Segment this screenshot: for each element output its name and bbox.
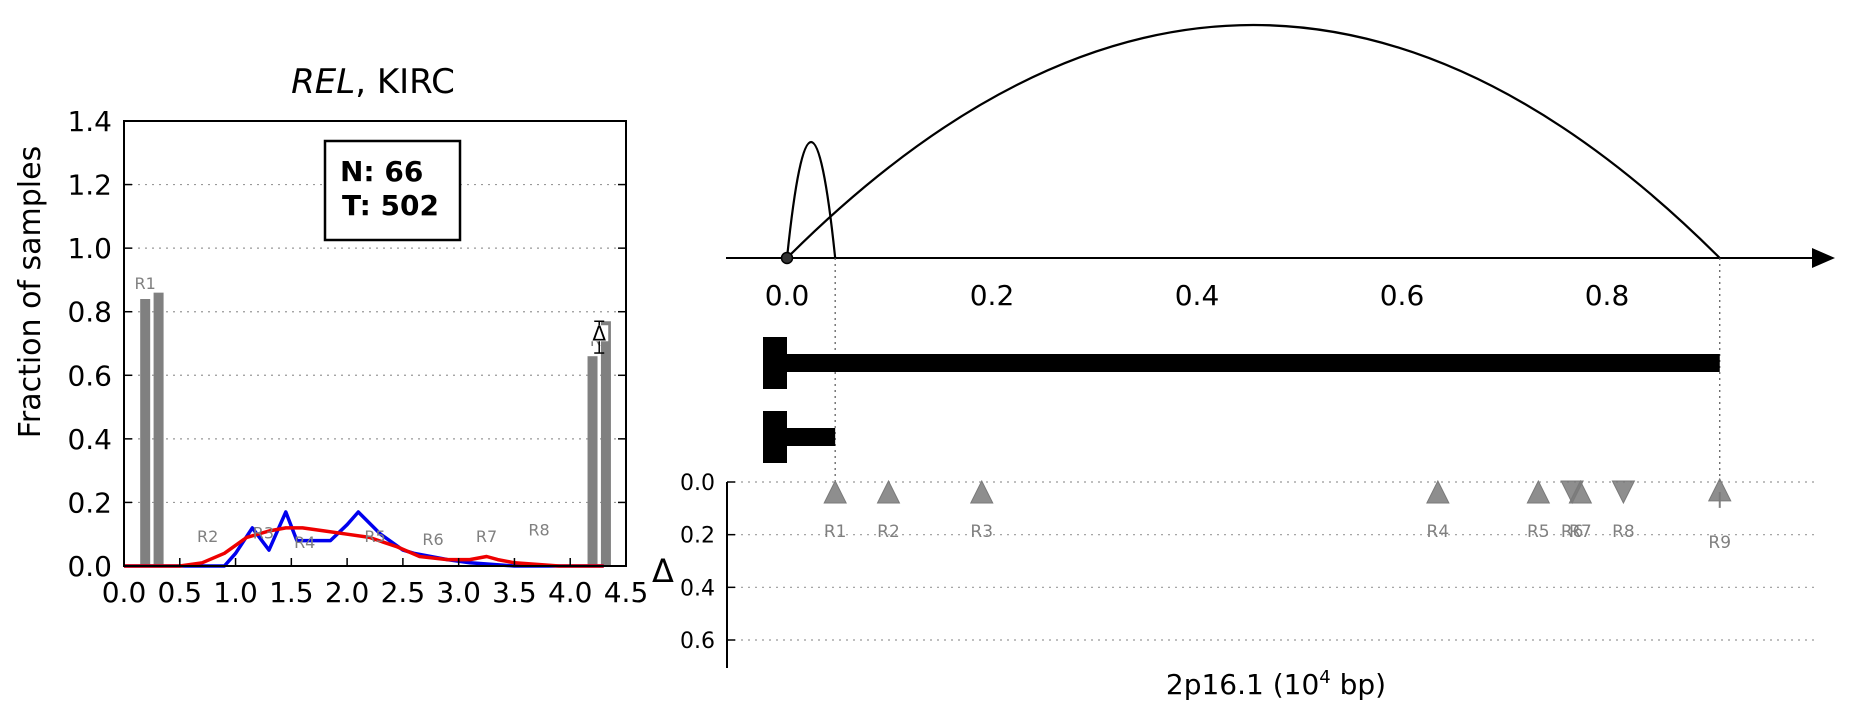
y-axis-label: Fraction of samples	[13, 146, 48, 438]
region-marker	[1568, 479, 1593, 504]
left-y-tick-label: 0.6	[67, 359, 112, 392]
segment-bar	[787, 428, 836, 446]
left-series-line	[124, 526, 604, 568]
genomic-x-tick-label: 0.2	[970, 279, 1015, 312]
left-region-label: R6	[422, 530, 443, 549]
genomic-x-tick-label: 0.0	[765, 279, 810, 312]
genomic-x-ticks: 0.0 0.2 0.4 0.6 0.8	[765, 279, 1630, 312]
region-marker	[1707, 477, 1732, 502]
segment-bar	[787, 354, 1720, 372]
segment-cap	[763, 411, 787, 463]
left-region-label: R7	[476, 527, 497, 546]
region-marker	[1611, 480, 1636, 505]
region-marker	[1426, 479, 1450, 504]
chart-title: REL, KIRC	[291, 62, 455, 102]
left-y-tick-label: 1.0	[67, 232, 112, 265]
left-region-label: R8	[528, 520, 549, 539]
left-x-tick-label: 0.5	[158, 576, 203, 609]
region-marker-label: R4	[1427, 522, 1450, 542]
genomic-x-tick-label: 0.8	[1585, 279, 1630, 312]
region-marker-label: R6	[1561, 522, 1584, 542]
region-marker-label: R2	[877, 522, 900, 542]
delta-y-tick-label: 0.4	[680, 576, 715, 601]
region-marker	[876, 479, 901, 504]
left-bar	[600, 321, 611, 566]
left-x-tick-label: 1.5	[269, 576, 314, 609]
region-marker-label: R9	[1708, 533, 1731, 553]
segment-cap	[763, 337, 787, 389]
normal-count: N: 66	[340, 155, 423, 188]
region-marker-label: R5	[1527, 522, 1550, 542]
region-marker-label: R1	[824, 522, 847, 542]
left-plot-frame	[123, 120, 627, 567]
left-bar-label: R1	[135, 274, 156, 293]
left-y-tick-label: 1.4	[67, 105, 112, 138]
delta-y-ticks: 0.0 0.2 0.4 0.6	[680, 471, 735, 654]
axis-origin-dot	[780, 251, 794, 265]
splice-arc	[786, 24, 1721, 259]
delta-y-tick-label: 0.2	[680, 524, 715, 549]
left-x-tick-label: 4.0	[548, 576, 593, 609]
left-x-ticks: 0.0 0.5 1.0 1.5 2.0 2.5 3.0 3.5 4.0 4.5	[102, 558, 649, 609]
splice-arc	[785, 141, 837, 259]
delta-axis-label: Δ	[652, 552, 674, 590]
left-x-tick-label: 3.5	[492, 576, 537, 609]
left-region-label: R4	[294, 533, 315, 552]
left-region-label: R2	[197, 527, 218, 546]
region-marker	[969, 479, 994, 504]
left-region-labels: R2 R3 R4 R5 R6 R7 R8	[197, 520, 550, 552]
left-x-tick-label: 0.0	[102, 576, 147, 609]
left-y-tick-label: 0.0	[67, 550, 112, 583]
left-bar	[587, 356, 598, 566]
left-series-line	[124, 510, 604, 568]
genomic-x-tick-label: 0.6	[1380, 279, 1425, 312]
left-y-ticks: 0.0 0.2 0.4 0.6 0.8 1.0 1.2 1.4	[67, 105, 626, 583]
splice-arcs	[785, 24, 1721, 259]
segment-bars	[763, 337, 1720, 463]
genomic-x-axis-label: 2p16.1 (104 bp)	[1166, 667, 1386, 701]
left-x-tick-label: 2.0	[325, 576, 370, 609]
left-y-tick-label: 0.4	[67, 423, 112, 456]
left-y-tick-label: 1.2	[67, 169, 112, 202]
region-marker-label: R8	[1612, 522, 1635, 542]
left-region-label: R3	[253, 524, 274, 543]
region-marker	[823, 479, 847, 504]
tumor-count: T: 502	[342, 189, 439, 222]
right-panel: 0.0 0.2 0.4 0.6 0.8 0.00.20.40.6 Δ R1 R2 R3 R4 R…	[652, 24, 1835, 701]
errorbar-delta-label: Δ	[592, 321, 606, 345]
left-x-tick-label: 3.0	[436, 576, 481, 609]
delta-gridlines	[727, 481, 1818, 641]
left-y-tick-label: 0.2	[67, 486, 112, 519]
left-panel: REL, KIRC Fraction of samples R1R9 R2R3R…	[13, 62, 648, 609]
region-marker	[1526, 479, 1551, 504]
left-errorbar: Δ	[590, 320, 609, 354]
left-bar	[140, 299, 151, 566]
left-bar	[153, 292, 164, 566]
left-series-lines	[124, 510, 604, 568]
genomic-axis-arrow	[1812, 248, 1835, 268]
sample-counts-box: N: 66 T: 502	[323, 139, 462, 242]
genomic-x-tick-label: 0.4	[1175, 279, 1220, 312]
delta-y-tick-label: 0.0	[680, 471, 715, 496]
region-marker-label: R3	[970, 522, 993, 542]
left-x-tick-label: 4.5	[604, 576, 649, 609]
errorbar-label-bg	[590, 325, 609, 342]
left-x-tick-label: 1.0	[213, 576, 258, 609]
left-region-label: R5	[364, 527, 385, 546]
region-marker-label: R7	[1569, 522, 1592, 542]
sample-counts-frame	[323, 139, 462, 242]
left-y-tick-label: 0.8	[67, 296, 112, 329]
delta-y-tick-label: 0.6	[680, 629, 715, 654]
left-x-tick-label: 2.5	[381, 576, 426, 609]
